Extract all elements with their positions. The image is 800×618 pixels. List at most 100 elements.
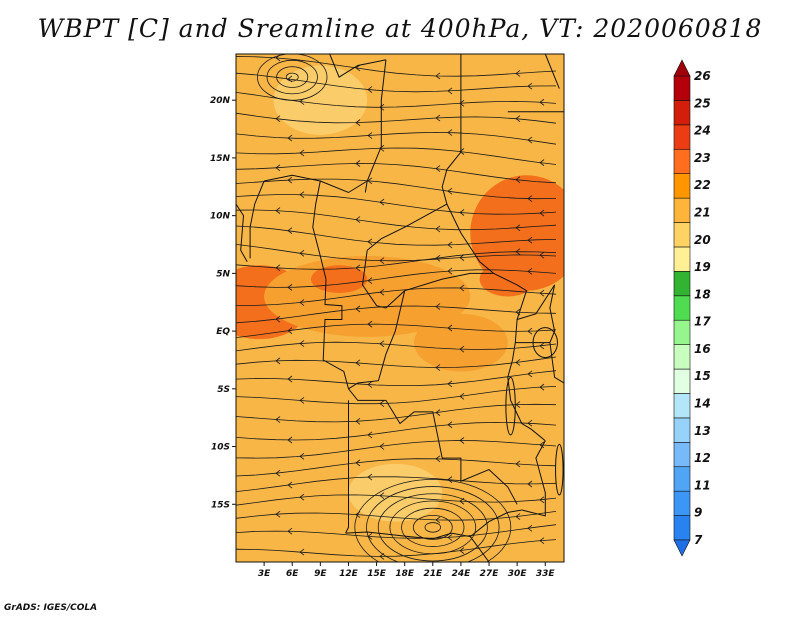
colorbar-segment <box>673 319 691 345</box>
colorbar-label: 26 <box>694 69 711 83</box>
streamline-swirl <box>285 72 299 82</box>
streamline-arrow <box>435 303 441 310</box>
colorbar-label: 11 <box>694 478 711 492</box>
streamline <box>236 243 557 262</box>
country-border <box>249 180 265 259</box>
streamline-arrow <box>435 516 441 524</box>
streamline-gyre <box>401 507 465 547</box>
country-border <box>544 54 560 89</box>
streamline-arrow <box>447 267 453 275</box>
colorbar-segment <box>673 466 691 492</box>
streamline-arrow <box>355 64 361 72</box>
streamline-arrow <box>515 224 521 232</box>
streamline-arrow <box>275 315 281 323</box>
lat-tick-label: 15S <box>211 500 230 510</box>
streamline-arrow <box>287 284 293 291</box>
streamline-arrow <box>275 115 281 123</box>
colorbar-segment <box>673 75 691 101</box>
streamline-arrow <box>299 191 305 198</box>
colorbar-label: 7 <box>694 533 703 547</box>
lon-tick-label: 6E <box>286 569 299 579</box>
streamline-arrow <box>379 257 385 264</box>
streamline-arrow <box>299 453 305 460</box>
streamline-arrow <box>275 164 281 172</box>
chart-title: WBPT [C] and Sreamline at 400hPa, VT: 20… <box>37 14 763 43</box>
streamline-arrow <box>515 248 521 256</box>
colorbar-label: 13 <box>694 424 711 438</box>
streamline-arrow <box>275 510 281 518</box>
streamline-arrow <box>459 148 465 155</box>
streamline-arrow <box>447 129 453 136</box>
streamline-arrow <box>275 416 281 423</box>
warm-patch-lake <box>479 261 536 297</box>
streamline-arrow <box>447 380 453 388</box>
streamline <box>236 403 557 423</box>
streamline-arrow <box>367 177 373 185</box>
lat-tick-label: 10S <box>211 443 230 453</box>
colorbar-segment <box>673 295 691 321</box>
streamline-arrow <box>287 436 293 444</box>
streamline-arrow <box>527 195 533 202</box>
colorbar-label: 21 <box>694 205 711 219</box>
streamline-arrow <box>539 159 545 166</box>
colorbar-segment <box>673 515 691 541</box>
streamline-arrow <box>435 455 441 463</box>
streamline-arrow <box>299 299 305 306</box>
colorbar-label: 9 <box>694 506 702 520</box>
streamline-arrow <box>367 238 373 246</box>
lon-tick-label: 33E <box>536 569 556 579</box>
warm-patch-congo <box>310 265 368 293</box>
streamline-arrow <box>355 216 361 223</box>
country-borders-layer <box>236 54 564 562</box>
streamline <box>236 163 557 184</box>
colorbar-segment <box>673 344 691 370</box>
streamline-arrow <box>539 251 545 259</box>
streamline-arrow <box>379 288 385 296</box>
streamline-arrow <box>515 70 521 77</box>
streamline-arrow <box>515 513 521 520</box>
colorbar-label: 12 <box>694 451 711 465</box>
streamline-arrow <box>355 119 361 126</box>
streamline-arrow <box>527 419 533 427</box>
warm-patch-southeast <box>414 313 508 372</box>
colorbar-label: 20 <box>694 233 711 247</box>
streamline-arrow <box>539 383 545 391</box>
streamline-arrow <box>527 370 533 378</box>
lon-tick-label: 9E <box>314 569 327 579</box>
streamline-arrow <box>355 264 361 272</box>
lat-tick-label: 20N <box>210 96 231 106</box>
streamline <box>236 511 557 521</box>
streamline-arrow <box>275 207 281 214</box>
country-border <box>516 284 556 320</box>
colorbar-segment <box>673 197 691 223</box>
streamline-arrow <box>459 284 465 292</box>
lake-outline <box>532 327 558 359</box>
streamline-arrow <box>379 103 385 111</box>
streamline-arrow <box>435 409 441 416</box>
streamline <box>236 72 557 93</box>
streamline-arrow <box>355 305 361 313</box>
streamline-arrow <box>299 397 305 404</box>
streamline-arrow <box>447 241 453 249</box>
streamline-arrow <box>435 165 441 172</box>
lake-outline <box>505 376 516 436</box>
streamline <box>236 287 557 306</box>
streamline <box>236 112 557 124</box>
streamline-arrow <box>539 289 545 297</box>
lat-tick-label: 5S <box>217 385 230 395</box>
colorbar-segment <box>673 393 691 419</box>
streamline-arrow <box>367 86 373 93</box>
lon-tick-label: 27E <box>480 569 500 579</box>
streamline-swirl <box>257 54 328 101</box>
streamline-arrow <box>355 160 361 167</box>
country-border <box>364 59 387 193</box>
colorbar-segment <box>673 222 691 248</box>
streamline-arrow <box>367 320 373 328</box>
streamline-gyre <box>424 522 442 533</box>
latitude-axis: 20N 15N 10N 5N EQ 5S 10S 15S <box>210 96 236 510</box>
streamline-arrow <box>527 236 533 244</box>
streamline-arrow <box>367 132 373 139</box>
streamline-arrow <box>379 400 385 407</box>
streamline-arrow <box>515 359 521 366</box>
streamline-arrow <box>299 548 305 556</box>
